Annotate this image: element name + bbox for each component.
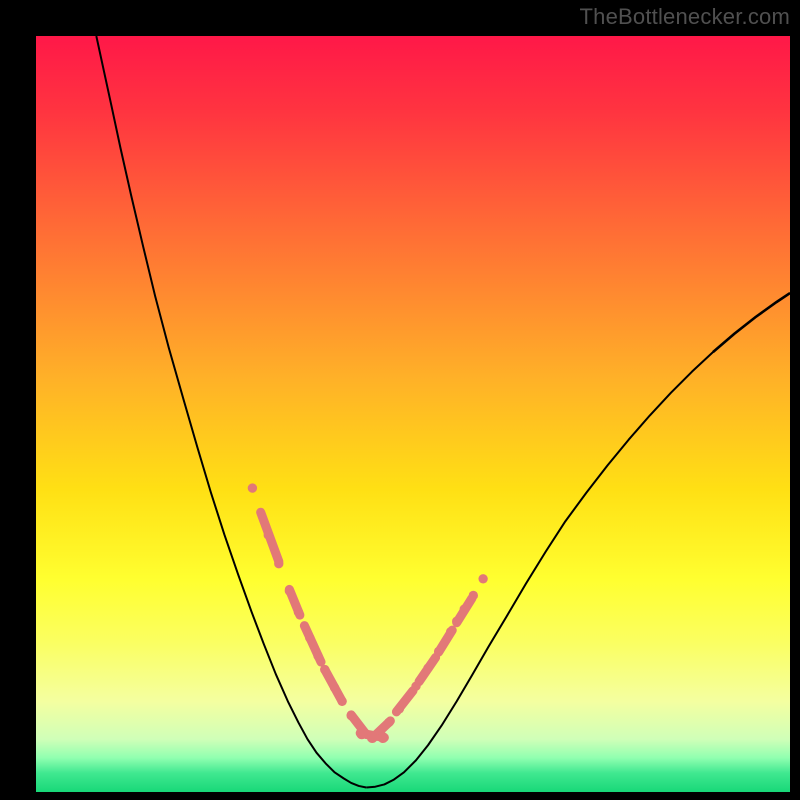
- marker-dot-bottom-1: [367, 732, 378, 743]
- marker-dot-left-6: [313, 651, 322, 660]
- plot-area: [36, 36, 790, 792]
- marker-dot-left-10: [346, 711, 355, 720]
- marker-dot-left-0: [248, 483, 257, 492]
- marker-dot-left-2: [274, 559, 283, 568]
- marker-dot-left-3: [285, 586, 294, 595]
- marker-dot-right-8: [460, 604, 469, 613]
- gradient-background: [36, 36, 790, 792]
- chart-svg: [36, 36, 790, 792]
- marker-dot-left-7: [320, 665, 329, 674]
- marker-dot-right-5: [434, 647, 443, 656]
- marker-dot-bottom-2: [377, 732, 388, 743]
- marker-dot-right-9: [469, 591, 478, 600]
- marker-dot-left-8: [330, 683, 339, 692]
- marker-dot-left-9: [337, 697, 346, 706]
- marker-dot-right-7: [452, 616, 461, 625]
- marker-dot-right-10: [478, 574, 487, 583]
- marker-dot-right-3: [411, 681, 420, 690]
- marker-dot-left-1: [264, 530, 273, 539]
- watermark-text: TheBottlenecker.com: [580, 4, 790, 30]
- marker-dot-right-2: [395, 704, 404, 713]
- marker-dot-left-5: [305, 633, 314, 642]
- marker-dot-right-1: [384, 718, 393, 727]
- marker-dot-left-4: [294, 607, 303, 616]
- marker-dot-right-4: [423, 663, 432, 672]
- chart-frame: TheBottlenecker.com: [0, 0, 800, 800]
- marker-dot-right-6: [446, 627, 455, 636]
- marker-dot-bottom-0: [356, 728, 367, 739]
